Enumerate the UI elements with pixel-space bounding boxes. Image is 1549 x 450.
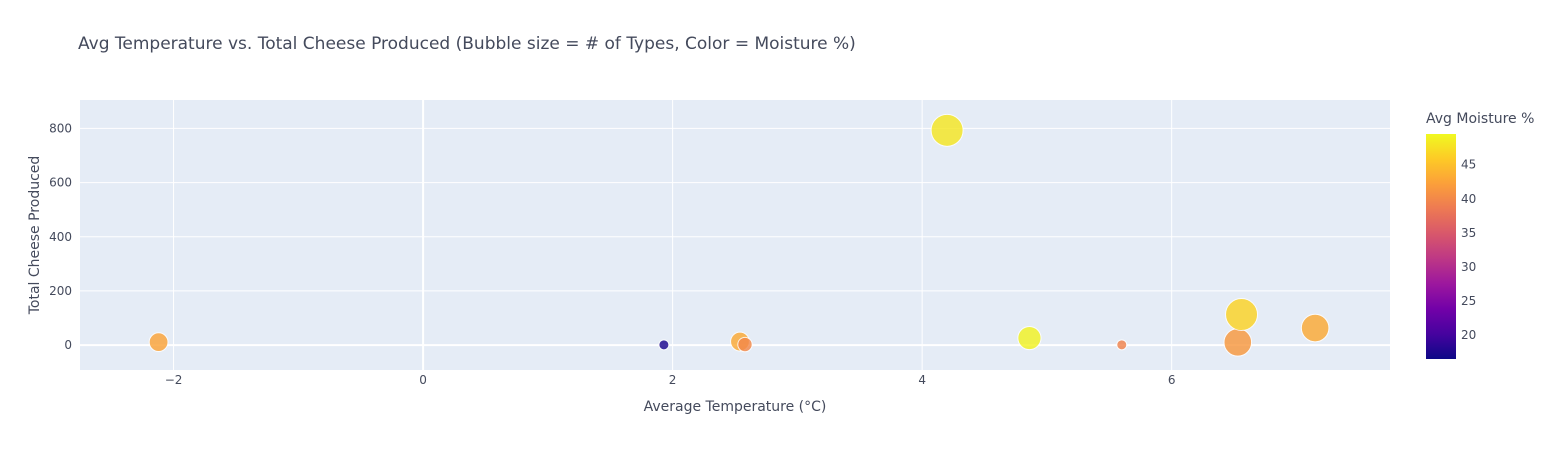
x-axis-title: Average Temperature (°C) — [644, 399, 827, 415]
data-bubble — [1116, 339, 1128, 351]
colorbar-tick-label: 35 — [1461, 226, 1476, 240]
data-bubble — [1300, 313, 1330, 343]
data-bubble — [1223, 328, 1253, 357]
chart-title: Avg Temperature vs. Total Cheese Produce… — [78, 34, 856, 54]
data-bubble — [1017, 325, 1042, 351]
x-tick-label: −2 — [165, 373, 183, 387]
colorbar-title: Avg Moisture % — [1426, 111, 1534, 127]
data-bubble — [148, 332, 169, 353]
y-tick-label: 400 — [49, 230, 72, 244]
x-tick-label: 2 — [669, 373, 677, 387]
bubbles — [148, 113, 1330, 357]
data-bubble — [930, 113, 964, 147]
x-axis-ticks: −2 0 2 4 6 — [165, 373, 1176, 387]
y-tick-label: 0 — [64, 338, 72, 352]
data-bubble — [737, 336, 753, 353]
data-bubble — [658, 339, 670, 351]
plot-area — [80, 100, 1390, 370]
x-tick-label: 4 — [918, 373, 926, 387]
y-tick-label: 600 — [49, 176, 72, 190]
colorbar — [1426, 134, 1456, 359]
x-tick-label: 6 — [1168, 373, 1176, 387]
x-tick-label: 0 — [419, 373, 427, 387]
colorbar-tick-label: 25 — [1461, 294, 1476, 308]
colorbar-tick-label: 45 — [1461, 158, 1476, 172]
colorbar-tick-label: 40 — [1461, 192, 1476, 206]
y-axis-title: Total Cheese Produced — [27, 156, 43, 316]
colorbar-tick-label: 30 — [1461, 260, 1476, 274]
y-axis-ticks: 0 200 400 600 800 — [49, 121, 72, 352]
y-tick-label: 800 — [49, 121, 72, 135]
colorbar-ticks: 20 25 30 35 40 45 — [1461, 158, 1476, 342]
y-tick-label: 200 — [49, 284, 72, 298]
colorbar-tick-label: 20 — [1461, 328, 1476, 342]
data-bubble — [1225, 297, 1259, 331]
